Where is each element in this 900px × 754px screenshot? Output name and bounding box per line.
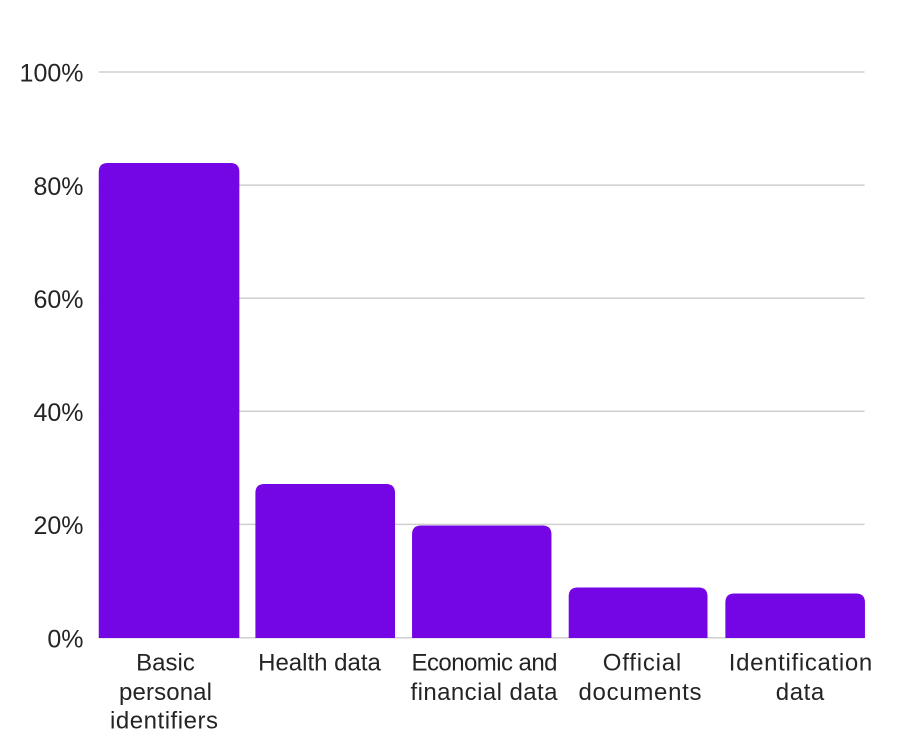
svg-text:personal: personal: [119, 679, 212, 706]
svg-text:100%: 100%: [20, 60, 84, 88]
svg-text:20%: 20%: [33, 512, 83, 540]
svg-text:Economic and: Economic and: [412, 650, 558, 677]
svg-text:Basic: Basic: [136, 650, 195, 677]
svg-text:Official: Official: [603, 650, 682, 677]
svg-text:identifiers: identifiers: [110, 708, 218, 735]
svg-text:data: data: [776, 679, 825, 706]
svg-text:financial data: financial data: [411, 679, 559, 706]
svg-text:Health data: Health data: [258, 650, 381, 677]
svg-text:40%: 40%: [33, 399, 83, 427]
svg-text:documents: documents: [579, 679, 702, 706]
svg-text:0%: 0%: [47, 625, 83, 653]
svg-text:Identification: Identification: [729, 650, 873, 677]
svg-text:80%: 80%: [33, 173, 83, 201]
svg-text:60%: 60%: [33, 286, 83, 314]
